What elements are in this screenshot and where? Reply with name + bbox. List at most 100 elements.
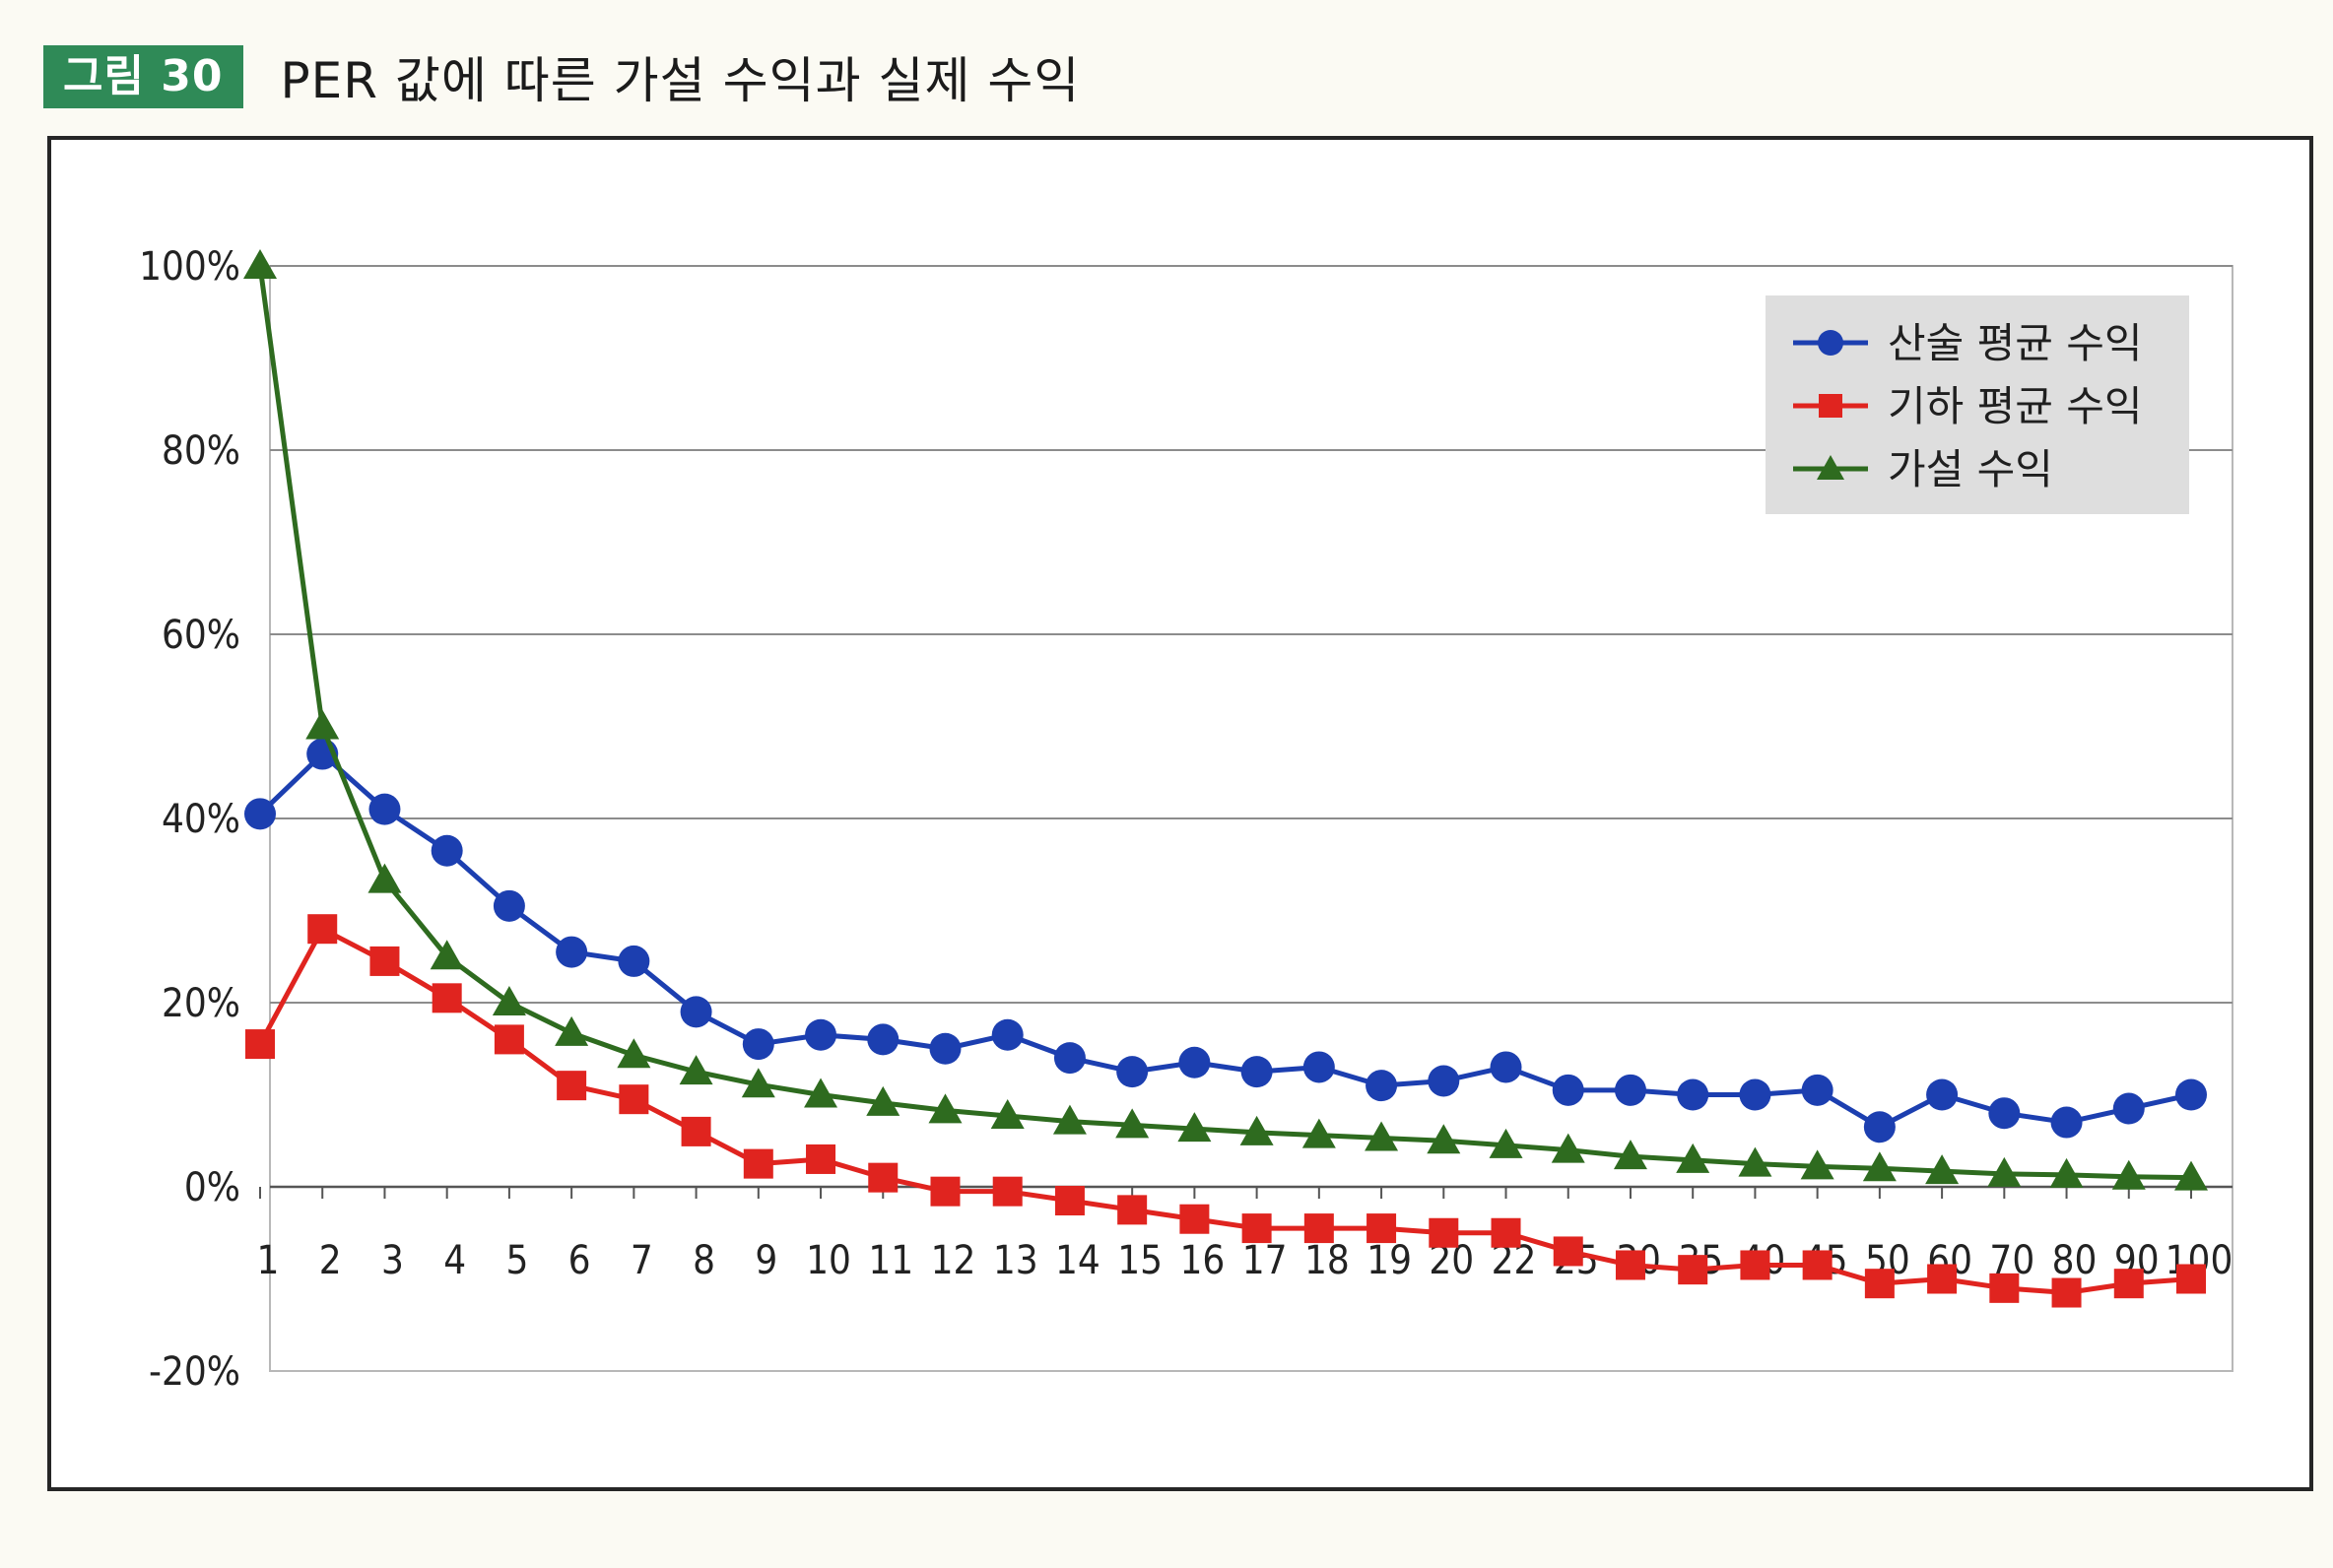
legend-swatch-marker bbox=[1818, 330, 1843, 356]
x-tick-label: 7 bbox=[631, 1238, 653, 1283]
y-tick-label: 40% bbox=[162, 797, 240, 842]
data-point bbox=[1552, 1074, 1584, 1106]
data-point bbox=[1615, 1250, 1645, 1280]
data-point bbox=[1179, 1204, 1210, 1234]
data-point bbox=[369, 946, 400, 976]
x-tick-label: 1 bbox=[257, 1238, 280, 1283]
x-tick-label: 3 bbox=[381, 1238, 404, 1283]
line-chart: -20%0%20%40%60%80%100%1 2 3 4 5 6 7 8 9 10 11 12 13 1… bbox=[139, 244, 2233, 1395]
data-point bbox=[556, 936, 588, 968]
data-point bbox=[1926, 1078, 1959, 1111]
x-tick-label: 10 bbox=[806, 1238, 851, 1283]
data-point bbox=[555, 1015, 589, 1046]
data-point bbox=[991, 1018, 1024, 1051]
chart-frame: -20% 0% 20% 40% 60% 80% 100% 1 2 3 4 5 6 7 8 9 10 11 12 13 1… bbox=[47, 136, 2313, 1491]
data-point bbox=[805, 1018, 837, 1051]
data-point bbox=[1738, 1146, 1772, 1177]
data-point bbox=[990, 1099, 1025, 1130]
data-point bbox=[680, 996, 712, 1028]
data-point bbox=[1676, 1143, 1710, 1173]
data-point bbox=[2111, 1159, 2146, 1190]
legend-label: 산술 평균 수익 bbox=[1888, 319, 2143, 367]
data-point bbox=[1800, 1149, 1834, 1180]
x-tick-label: 17 bbox=[1242, 1238, 1288, 1283]
data-point bbox=[1491, 1217, 1521, 1248]
x-tick-label: 16 bbox=[1179, 1238, 1225, 1283]
x-tick-label: 13 bbox=[993, 1238, 1038, 1283]
data-point bbox=[368, 793, 401, 825]
data-point bbox=[1863, 1111, 1896, 1143]
data-point bbox=[1239, 1115, 1274, 1145]
x-tick-label: 6 bbox=[568, 1238, 591, 1283]
data-point bbox=[307, 914, 338, 945]
data-point bbox=[1801, 1074, 1833, 1106]
data-point bbox=[618, 945, 650, 977]
x-tick-label: 11 bbox=[868, 1238, 913, 1283]
data-point bbox=[1739, 1078, 1771, 1111]
data-point bbox=[1988, 1097, 2021, 1130]
x-tick-label: 2 bbox=[319, 1238, 342, 1283]
data-point bbox=[2113, 1269, 2144, 1299]
data-point bbox=[1613, 1140, 1647, 1170]
data-point bbox=[1925, 1154, 1960, 1185]
data-point bbox=[681, 1116, 711, 1146]
legend-swatch-marker bbox=[1817, 455, 1844, 480]
data-point bbox=[743, 1148, 773, 1179]
data-point bbox=[1802, 1250, 1833, 1280]
data-point bbox=[2049, 1157, 2084, 1188]
data-point bbox=[2051, 1277, 2082, 1308]
data-point bbox=[1551, 1133, 1585, 1163]
data-point bbox=[992, 1176, 1023, 1207]
data-point bbox=[1053, 1042, 1086, 1075]
data-point bbox=[1429, 1217, 1459, 1248]
y-tick-label: 0% bbox=[184, 1165, 240, 1210]
data-point bbox=[1301, 1118, 1336, 1148]
legend-label: 기하 평균 수익 bbox=[1888, 382, 2143, 430]
data-point bbox=[1989, 1273, 2020, 1303]
data-point bbox=[1862, 1151, 1897, 1182]
x-tick-label: 15 bbox=[1117, 1238, 1163, 1283]
data-point bbox=[1490, 1051, 1522, 1083]
data-point bbox=[245, 1029, 275, 1060]
data-point bbox=[2176, 1264, 2206, 1294]
data-point bbox=[2050, 1106, 2083, 1139]
data-point bbox=[679, 1055, 713, 1085]
figure-title: PER 값에 따른 가설 수익과 실제 수익 bbox=[280, 52, 1081, 109]
data-point bbox=[930, 1176, 961, 1207]
data-point bbox=[806, 1143, 836, 1174]
data-point bbox=[866, 1085, 900, 1116]
y-tick-label: 80% bbox=[162, 428, 240, 474]
data-point bbox=[557, 1071, 587, 1101]
data-point bbox=[1177, 1112, 1212, 1143]
figure-header: 그림 30 PER 값에 따른 가설 수익과 실제 수익 bbox=[43, 39, 1080, 114]
x-tick-label: 80 bbox=[2052, 1238, 2098, 1283]
x-tick-label: 8 bbox=[693, 1238, 715, 1283]
data-point bbox=[1677, 1078, 1709, 1111]
data-point bbox=[1428, 1065, 1460, 1097]
data-point bbox=[1115, 1108, 1150, 1139]
data-point bbox=[1987, 1156, 2022, 1187]
data-point bbox=[1302, 1051, 1335, 1083]
data-point bbox=[1553, 1236, 1583, 1267]
data-point bbox=[367, 863, 402, 893]
data-point bbox=[494, 1024, 524, 1055]
x-tick-label: 9 bbox=[755, 1238, 777, 1283]
data-point bbox=[1740, 1250, 1770, 1280]
x-tick-label: 4 bbox=[443, 1238, 466, 1283]
data-point bbox=[1489, 1128, 1523, 1158]
data-point bbox=[1054, 1186, 1085, 1216]
data-point bbox=[430, 940, 464, 970]
y-tick-label: -20% bbox=[149, 1349, 240, 1395]
data-point bbox=[432, 983, 462, 1013]
data-point bbox=[1366, 1070, 1398, 1102]
x-tick-label: 5 bbox=[505, 1238, 528, 1283]
data-point bbox=[431, 834, 463, 867]
figure-number-badge: 그림 30 bbox=[43, 45, 243, 108]
data-point bbox=[2112, 1092, 2145, 1125]
legend-label: 가설 수익 bbox=[1888, 445, 2053, 493]
data-point bbox=[1927, 1264, 1958, 1294]
data-point bbox=[2174, 1160, 2208, 1191]
data-point bbox=[741, 1068, 775, 1098]
y-tick-label: 60% bbox=[162, 613, 240, 658]
data-point bbox=[868, 1162, 899, 1193]
